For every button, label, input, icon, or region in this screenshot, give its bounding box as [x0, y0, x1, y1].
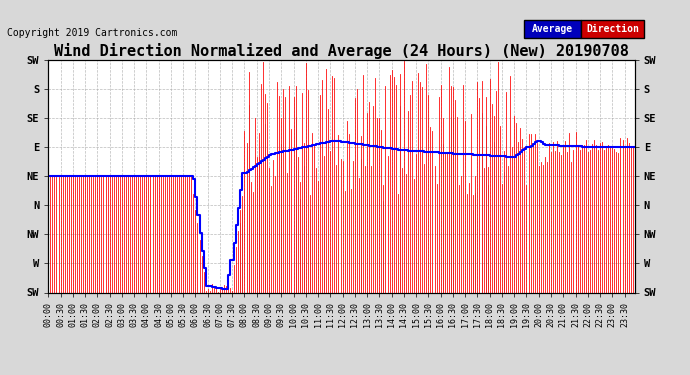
Text: Average: Average	[532, 24, 573, 33]
Title: Wind Direction Normalized and Average (24 Hours) (New) 20190708: Wind Direction Normalized and Average (2…	[54, 43, 629, 59]
Text: Copyright 2019 Cartronics.com: Copyright 2019 Cartronics.com	[7, 28, 177, 38]
Text: Direction: Direction	[586, 24, 639, 33]
